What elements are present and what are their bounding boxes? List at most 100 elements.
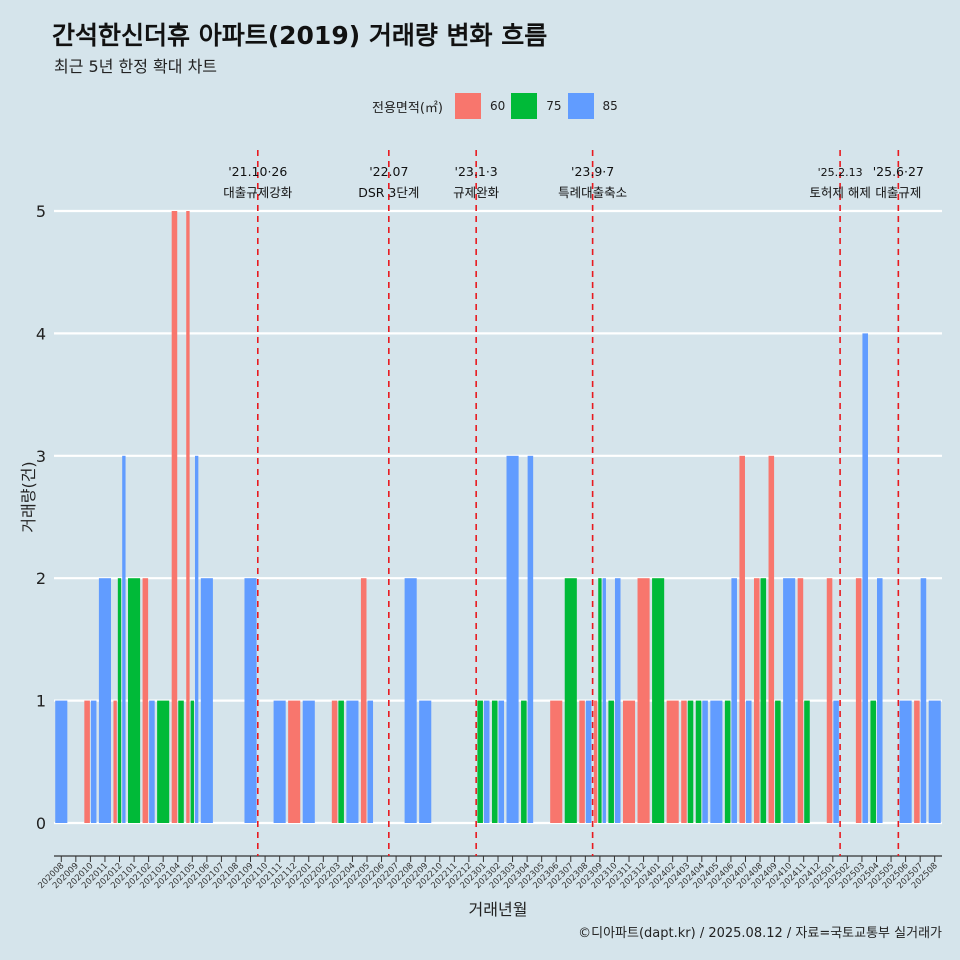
chart-title: 간석한신더휴 아파트(2019) 거래량 변화 흐름 [52,21,548,50]
bar-75-202403 [687,700,694,823]
bar-85-202504 [876,578,883,823]
bar-60-202501 [826,578,833,823]
legend-label-60: 60 [489,99,506,113]
annotation-label: DSR 3단계 [358,185,419,200]
bar-60-202102 [142,578,149,823]
source-caption: ©디아파트(dapt.kr) / 2025.08.12 / 자료=국토교통부 실… [578,926,942,941]
bar-85-202012 [122,455,126,823]
legend-key-85 [567,93,594,119]
bar-75-202104 [178,700,184,823]
bar-85-202308 [585,700,592,823]
bar-60-202507 [914,700,920,823]
y-axis-title: 거래량(건) [19,461,38,532]
bar-85-202208 [404,578,417,823]
bar-85-202303 [506,455,519,823]
annotation-label: 토허제 해제 [809,185,870,200]
annotation-date: '25.2.13 [818,166,863,179]
bar-85-202102 [149,700,155,823]
bar-75-202310 [608,700,614,823]
annotation-label: 대출규제강화 [223,185,293,200]
bar-85-202106 [200,578,213,823]
bar-75-202301 [477,700,483,823]
bar-60-202203 [331,700,338,823]
legend-title: 전용면적(㎡) [372,100,443,116]
bar-75-202103 [157,700,170,823]
legend-key-75 [511,93,538,119]
annotation-label: 대출규제 [875,185,921,200]
bar-85-202111 [273,700,286,823]
legend-item-85: 85 [567,93,618,119]
bar-60-202308 [579,700,585,823]
bar-85-202302 [498,700,505,823]
bar-60-202104 [171,211,178,823]
bar-75-202409 [775,700,781,823]
y-tick-label: 1 [36,692,46,711]
bar-85-202410 [783,578,796,823]
bar-75-202408 [760,578,767,823]
bar-85-202008 [55,700,68,823]
bar-85-202501 [833,700,839,823]
bar-85-202301 [483,700,490,823]
legend: 전용면적(㎡) 60 75 85 [372,93,618,119]
y-tick-label: 4 [36,324,46,343]
bar-75-202411 [804,700,810,823]
bar-85-202010 [90,700,97,823]
bar-75-202404 [695,700,702,823]
bar-75-202309 [598,578,602,823]
bar-75-202101 [128,578,141,823]
bar-85-202011 [98,578,112,823]
bar-60-202503 [855,578,862,823]
bar-60-202311 [622,700,636,823]
bar-75-202105 [190,700,194,823]
bar-75-202406 [724,700,731,823]
x-axis-title: 거래년월 [469,900,528,919]
bar-60-202112 [288,700,301,823]
legend-item-75: 75 [511,93,562,119]
bar-85-202407 [745,700,752,823]
bar-60-202411 [797,578,804,823]
bar-75-202307 [564,578,577,823]
bar-85-202406 [731,578,737,823]
legend-key-60 [454,93,481,119]
bar-60-202010 [84,700,90,823]
bar-60-202012 [113,700,117,823]
bar-85-202310 [614,578,621,823]
legend-label-85: 85 [602,99,618,113]
legend-item-60: 60 [454,93,506,119]
bar-85-202205 [367,700,374,823]
bar-85-202405 [710,700,723,823]
y-tick-label: 5 [36,202,46,221]
bar-60-202105 [186,211,190,823]
bar-75-202401 [652,578,665,823]
bar-85-202201 [302,700,315,823]
bar-85-202508 [928,700,941,823]
bar-60-202306 [550,700,563,823]
bar-85-202209 [419,700,432,823]
bar-75-202302 [491,700,498,823]
annotation-date: '25.6·27 [873,164,924,179]
chart-subtitle: 최근 5년 한정 확대 차트 [54,57,218,76]
bar-60-202312 [637,578,650,823]
legend-label-75: 75 [546,99,562,113]
bar-85-202105 [194,455,199,823]
bar-85-202109 [244,578,257,823]
bar-75-202304 [521,700,527,823]
annotation-date: '23.1·3 [455,164,498,179]
y-tick-label: 2 [36,569,46,588]
y-tick-label: 3 [36,447,46,466]
bar-60-202402 [666,700,679,823]
bar-85-202507 [920,578,927,823]
bar-85-202404 [702,700,708,823]
bar-60-202408 [753,578,760,823]
bar-60-202403 [681,700,687,823]
annotation-date: '21.10·26 [228,164,287,179]
bar-60-202309 [593,700,598,823]
annotation-label: 규제완화 [453,185,500,200]
y-tick-label: 0 [36,814,46,833]
bar-85-202506 [899,700,912,823]
bar-75-202012 [117,578,122,823]
bar-75-202203 [338,700,344,823]
bar-85-202304 [527,455,534,823]
